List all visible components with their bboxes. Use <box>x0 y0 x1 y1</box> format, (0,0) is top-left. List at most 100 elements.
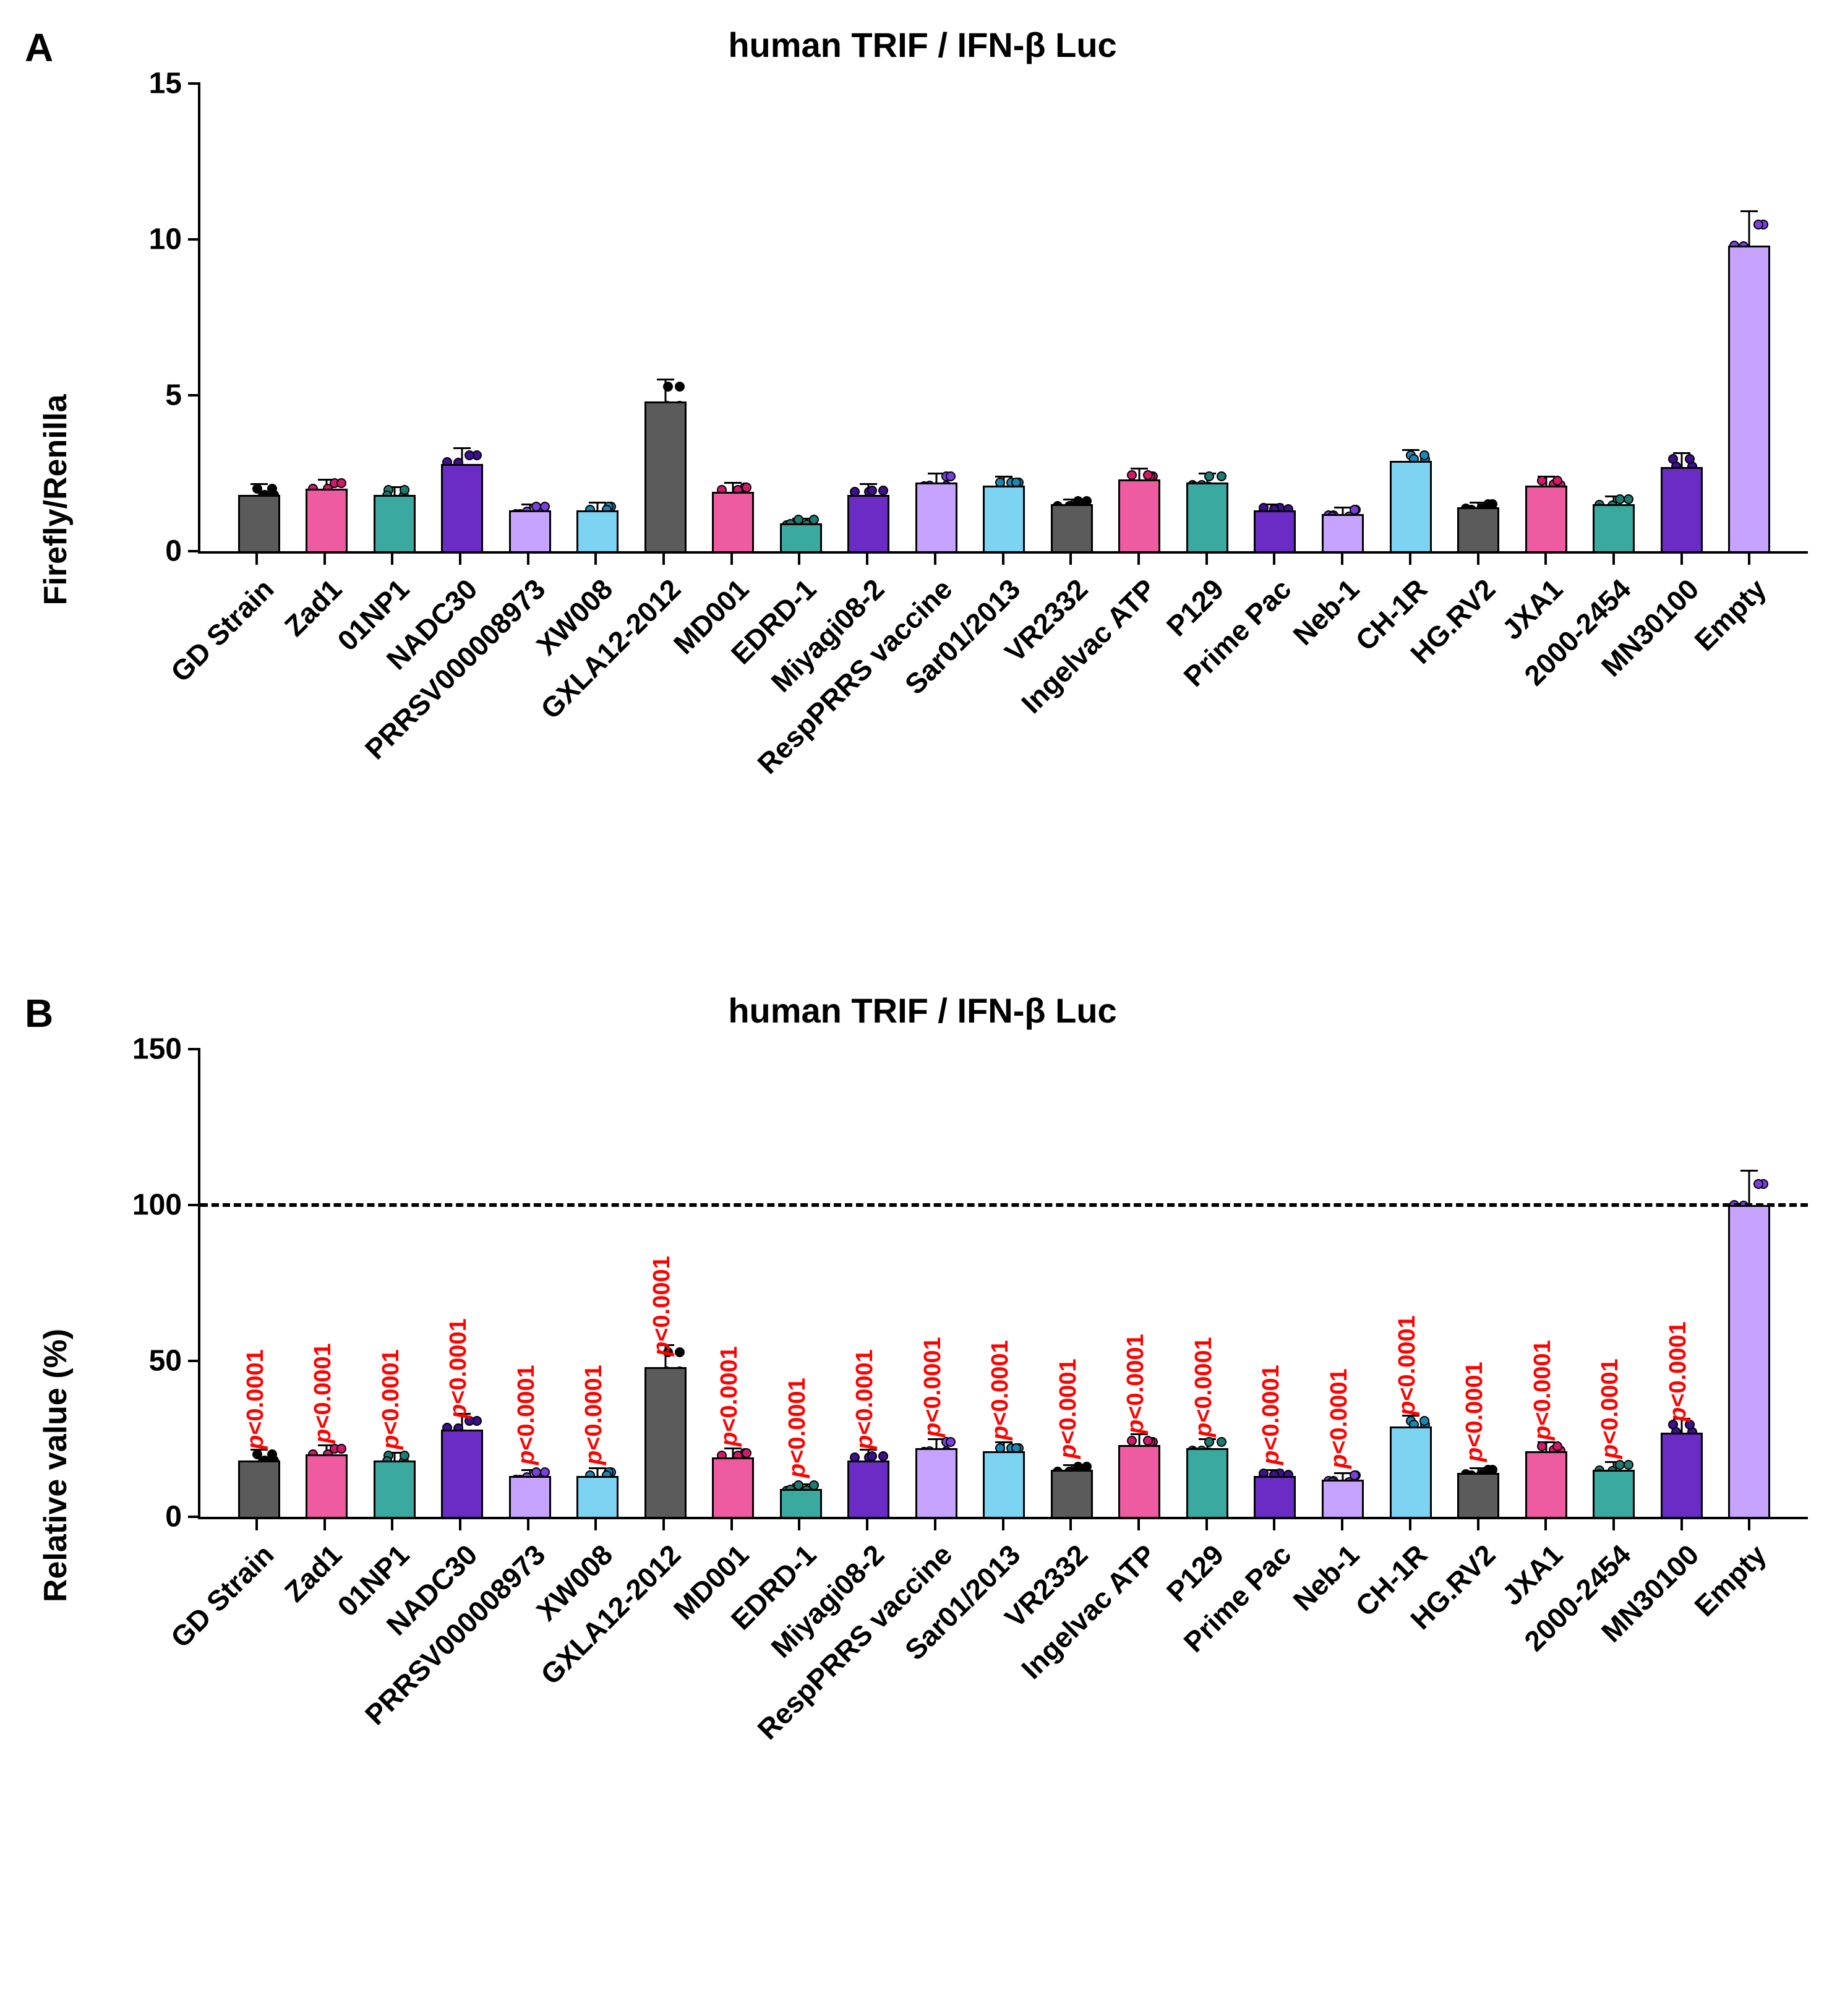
bar-slot: p<0.0001 <box>429 1049 497 1517</box>
xlabels-a: GD StrainZad101NP1NADC30PRRSV000008973XW… <box>198 557 1808 916</box>
p-value-label: p<0.0001 <box>310 1344 336 1444</box>
chart-title-a: human TRIF / IFN-β Luc <box>25 25 1820 65</box>
bar-slot: p<0.0001 <box>631 1049 700 1517</box>
error-cap <box>724 482 742 484</box>
xlabel-slot: Sar01/2013 <box>969 557 1037 916</box>
bars-container-b: p<0.0001 p<0.0001 p<0.0001 p<0.0001 p<0.0001… <box>200 1049 1808 1517</box>
xlabel-slot: Zad1 <box>291 557 359 916</box>
bar-slot: p<0.0001 <box>1038 1049 1106 1517</box>
xtick <box>1002 554 1004 565</box>
data-point <box>267 484 277 494</box>
ytick-label: 100 <box>132 1188 182 1222</box>
p-value-label: p<0.0001 <box>1326 1368 1353 1469</box>
bar <box>1390 1426 1432 1517</box>
panel-a: A human TRIF / IFN-β Luc Firefly/Renilla… <box>25 25 1820 916</box>
bar <box>1661 1433 1703 1517</box>
xlabel-slot: Neb-1 <box>1308 557 1376 916</box>
bar <box>1390 461 1432 551</box>
xlabel-slot: RespPRRS vaccine <box>901 1523 969 1882</box>
bar-slot: p<0.0001 <box>496 1049 564 1517</box>
bar-slot <box>1715 1049 1783 1517</box>
xtick <box>1680 1519 1683 1530</box>
bar <box>374 495 416 551</box>
data-point <box>663 382 673 392</box>
data-point <box>400 485 409 495</box>
xtick <box>1612 554 1615 565</box>
xtick <box>391 1519 393 1530</box>
p-value-label: p<0.0001 <box>1462 1362 1488 1462</box>
xtick <box>323 1519 326 1530</box>
data-point <box>1217 1437 1226 1447</box>
xtick <box>255 1519 258 1530</box>
xtick <box>934 1519 936 1530</box>
data-point <box>1143 1436 1153 1446</box>
x-category-label: GD Strain <box>164 1538 280 1654</box>
error-cap <box>1334 507 1351 508</box>
bar <box>712 492 754 551</box>
data-point <box>1217 471 1226 481</box>
xlabel-slot: NADC30 <box>426 1523 494 1882</box>
bar <box>441 464 483 551</box>
xlabel-slot: MD001 <box>698 1523 766 1882</box>
bar <box>1661 467 1703 551</box>
bar-slot <box>1241 84 1309 551</box>
bar-slot: p<0.0001 <box>835 1049 903 1517</box>
ytick-label: 150 <box>132 1032 182 1066</box>
error-cap <box>1673 452 1690 454</box>
xlabel-slot: CH-1R <box>1376 1523 1444 1882</box>
ytick <box>188 1048 200 1050</box>
bar <box>847 495 889 551</box>
xtick <box>1341 554 1343 565</box>
xtick <box>391 554 393 565</box>
bar <box>847 1461 889 1517</box>
xlabel-slot: Ingelvac ATP <box>1105 557 1173 916</box>
bar <box>1254 510 1296 551</box>
xlabel-slot: Miyagi08-2 <box>833 557 901 916</box>
bar <box>1728 246 1770 551</box>
p-value-label: p<0.0001 <box>1597 1359 1624 1459</box>
chart-title-b: human TRIF / IFN-β Luc <box>25 990 1820 1031</box>
xtick <box>866 1519 868 1530</box>
bar <box>576 1476 619 1517</box>
ytick-label: 10 <box>149 223 182 257</box>
xtick <box>1069 1519 1072 1530</box>
xtick <box>459 1519 461 1530</box>
p-value-label: p<0.0001 <box>513 1365 540 1465</box>
xlabel-slot: Neb-1 <box>1308 1523 1376 1882</box>
data-point <box>867 1451 877 1461</box>
data-point <box>1350 1470 1359 1480</box>
xlabel-slot: Empty <box>1715 557 1783 916</box>
xtick <box>1680 554 1683 565</box>
p-value-label: p<0.0001 <box>1258 1365 1285 1465</box>
bar-slot <box>700 84 768 551</box>
bar <box>374 1461 416 1517</box>
bar-slot: p<0.0001 <box>1512 1049 1580 1517</box>
bar <box>509 1476 551 1517</box>
xlabel-slot: RespPRRS vaccine <box>901 557 969 916</box>
xtick <box>866 554 868 565</box>
p-value-label: p<0.0001 <box>784 1378 811 1478</box>
p-value-label: p<0.0001 <box>581 1365 607 1465</box>
ytick-label: 0 <box>165 1500 182 1534</box>
bar-slot <box>225 84 293 551</box>
yaxis-label-a: Firefly/Renilla <box>37 395 74 606</box>
data-point <box>1685 454 1695 464</box>
xtick <box>730 1519 733 1530</box>
p-value-label: p<0.0001 <box>445 1318 472 1418</box>
error-cap <box>1740 210 1758 212</box>
bar <box>1525 486 1567 551</box>
xlabel-slot: XW008 <box>562 557 630 916</box>
xlabel-slot: 2000-2454 <box>1580 1523 1648 1882</box>
data-point <box>336 478 346 488</box>
xlabel-slot: PRRSV000008973 <box>494 1523 562 1882</box>
data-point <box>540 1467 550 1477</box>
p-value-label: p<0.0001 <box>1394 1315 1421 1415</box>
panel-b: B human TRIF / IFN-β Luc Relative value … <box>25 990 1820 1882</box>
bar-slot <box>361 84 429 551</box>
xtick <box>662 1519 665 1530</box>
bar-slot <box>835 84 903 551</box>
xlabel-slot: GD Strain <box>223 1523 291 1882</box>
error-cap <box>1131 468 1148 470</box>
bar <box>576 510 619 551</box>
bar <box>441 1430 483 1517</box>
